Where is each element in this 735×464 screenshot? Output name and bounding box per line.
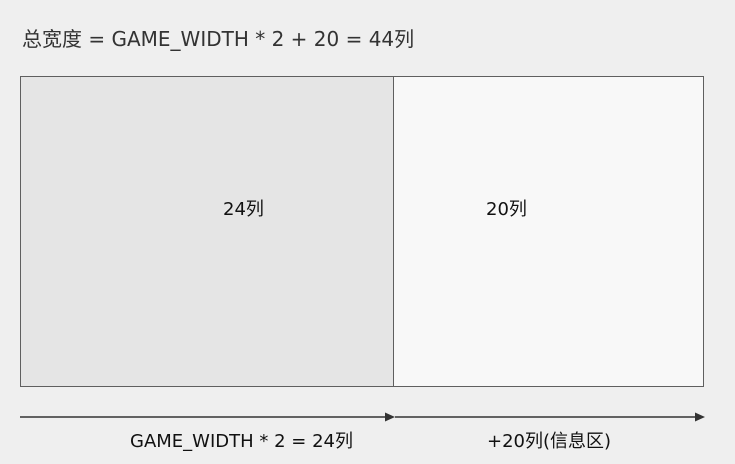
game-width-arrow-head xyxy=(385,412,395,422)
info-width-dimension-label: +20列(信息区) xyxy=(487,431,612,452)
game-width-dimension-label: GAME_WIDTH * 2 = 24列 xyxy=(130,431,353,452)
diagram-title: 总宽度 = GAME_WIDTH * 2 + 20 = 44列 xyxy=(22,27,415,51)
game-area-label: 24列 xyxy=(223,199,264,220)
info-area-panel: 20列 xyxy=(394,77,703,386)
layout-frame: 24列 20列 xyxy=(20,76,704,387)
dimension-arrows xyxy=(20,412,705,422)
info-area-label: 20列 xyxy=(486,199,527,220)
info-width-arrow-head xyxy=(695,412,705,422)
game-area-panel: 24列 xyxy=(21,77,394,386)
